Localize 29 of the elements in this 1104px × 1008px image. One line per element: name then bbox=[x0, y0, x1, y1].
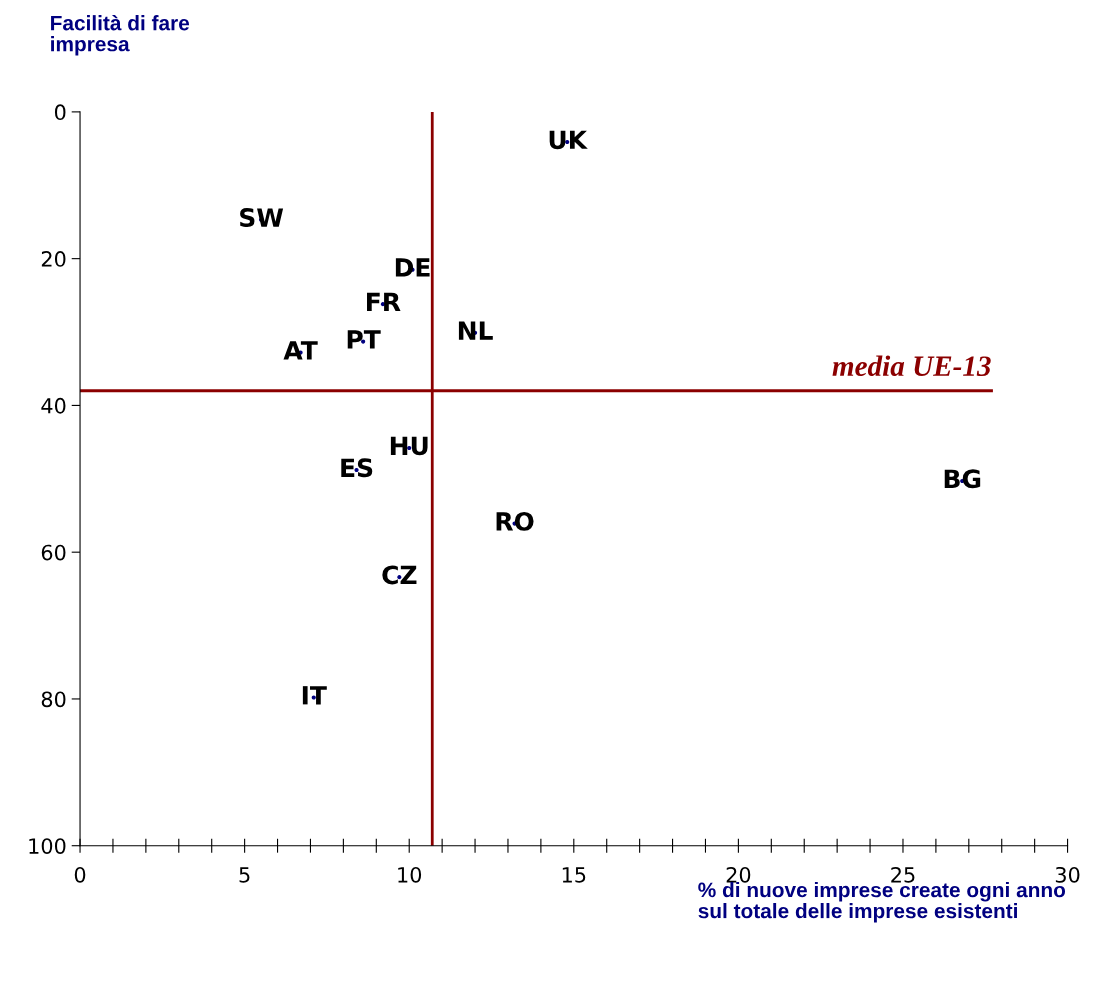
x-tick-label: 0 bbox=[74, 866, 86, 883]
x-tick-label: 10 bbox=[398, 866, 422, 883]
series-label: CZ bbox=[382, 565, 417, 585]
y-tick-label: 80 bbox=[41, 691, 66, 708]
series-label: BG bbox=[944, 469, 981, 489]
series-label: IT bbox=[302, 686, 327, 705]
y-axis-title: Facilità di fare impresa bbox=[51, 14, 190, 56]
x-tick-label: 15 bbox=[562, 867, 586, 883]
x-tick-label: 5 bbox=[239, 867, 250, 883]
series-label: SW bbox=[240, 208, 284, 228]
series-label: DE bbox=[395, 258, 430, 277]
series-label: NL bbox=[458, 321, 493, 340]
series-label: AT bbox=[283, 341, 318, 360]
y-tick-label: 0 bbox=[54, 104, 66, 121]
y-tick-label: 60 bbox=[41, 544, 66, 561]
series-label: PT bbox=[347, 330, 381, 349]
series-label: ES bbox=[341, 458, 373, 478]
y-tick-label: 20 bbox=[41, 251, 66, 267]
ref-line-label: media UE-13 bbox=[832, 355, 991, 377]
x-axis-title: % di nuove imprese create ogni anno sul totale delle imprese esistenti bbox=[698, 882, 1066, 923]
series-label: UK bbox=[549, 130, 588, 150]
series-label: FR bbox=[367, 292, 401, 312]
x-tick-label: 20 bbox=[726, 866, 751, 883]
x-tick-label: 30 bbox=[1055, 866, 1080, 883]
series-label: HU bbox=[390, 436, 428, 456]
y-tick-label: 40 bbox=[41, 397, 66, 414]
series-label: RO bbox=[496, 511, 534, 531]
x-tick-label: 25 bbox=[891, 866, 915, 883]
y-tick-label: 100 bbox=[29, 838, 66, 854]
